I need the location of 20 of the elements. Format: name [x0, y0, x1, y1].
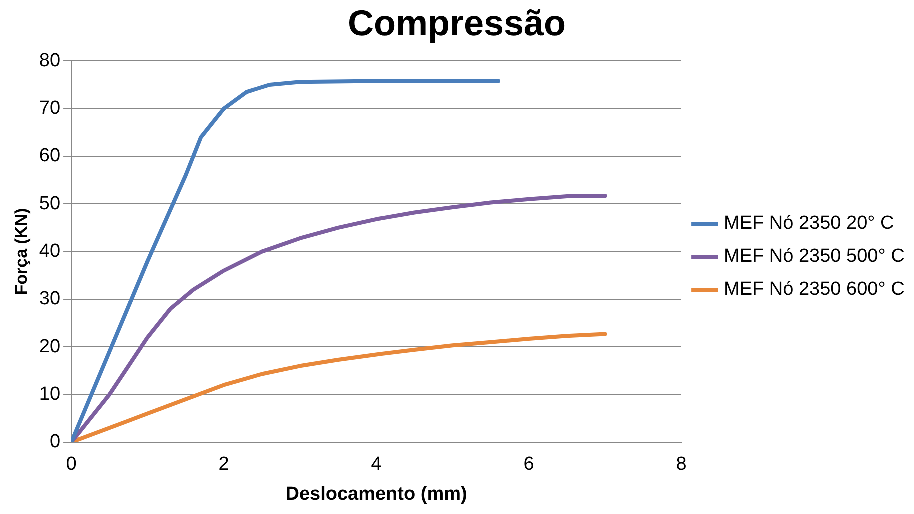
x-tick-label: 0	[66, 454, 77, 476]
y-tick-label: 40	[39, 241, 61, 262]
legend-label: MEF Nó 2350 20° C	[724, 213, 894, 234]
legend-label: MEF Nó 2350 600° C	[724, 279, 905, 300]
x-tick-label: 8	[676, 454, 687, 476]
y-tick-label: 10	[39, 384, 61, 405]
x-tick-label: 4	[371, 454, 382, 476]
chart-title: Compressão	[348, 2, 566, 44]
x-axis-title: Deslocamento (mm)	[286, 484, 468, 505]
y-tick-label: 0	[50, 432, 61, 453]
y-tick-label: 60	[39, 146, 61, 167]
y-tick-label: 80	[39, 50, 61, 72]
y-tick-label: 30	[39, 288, 61, 310]
x-tick-label: 2	[218, 454, 230, 476]
y-tick-label: 70	[39, 98, 61, 120]
x-tick-label: 6	[524, 454, 534, 476]
legend-label: MEF Nó 2350 500° C	[724, 246, 905, 268]
y-tick-label: 20	[39, 336, 61, 358]
y-tick-label: 50	[39, 193, 61, 214]
y-axis-title: Força (KN)	[12, 208, 31, 296]
